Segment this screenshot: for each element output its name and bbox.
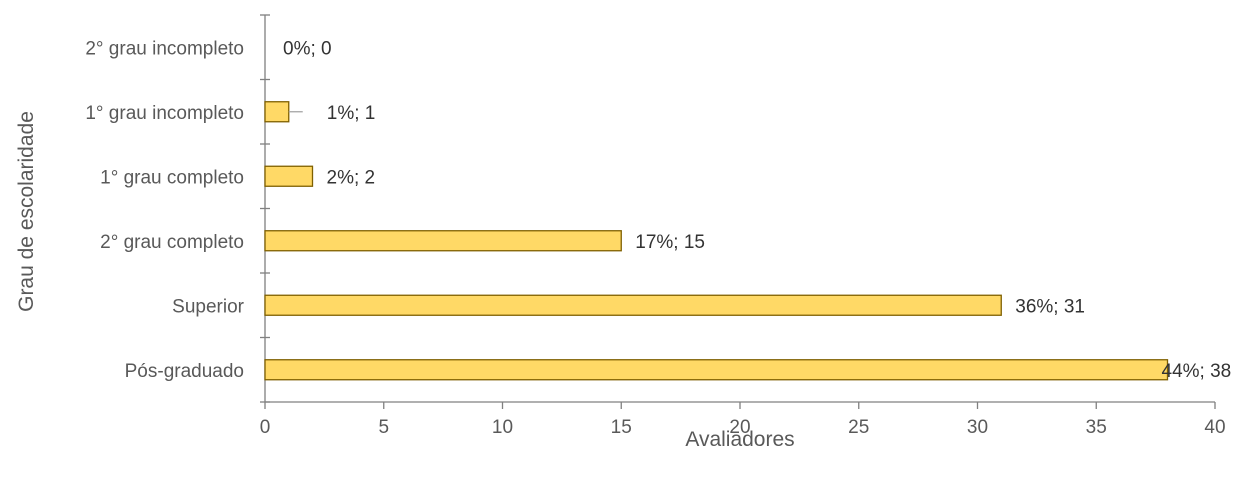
data-label: 2%; 2 [327,167,376,188]
x-tick-label: 15 [611,417,632,438]
category-label: 1° grau completo [100,167,244,188]
data-label: 0%; 0 [283,38,332,59]
bar [264,294,1002,316]
bar [264,359,1169,381]
x-tick-label: 30 [967,417,988,438]
data-label: 17%; 15 [635,232,705,253]
x-tick-label: 20 [729,417,750,438]
x-tick-label: 25 [848,417,869,438]
labels: 2° grau incompleto 0%; 0 1° grau incomplet… [85,38,1231,382]
data-label: 36%; 31 [1015,296,1085,317]
bar [264,230,622,252]
data-label: 1%; 1 [327,103,376,124]
bars [264,101,1169,381]
category-label: 2° grau incompleto [85,38,244,59]
x-tick-label: 35 [1086,417,1107,438]
category-label: Superior [172,296,244,317]
x-tick-label: 40 [1204,417,1225,438]
y-axis-title: Grau de escolaridade [15,111,38,312]
category-label: 2° grau completo [100,232,244,253]
data-label: 44%; 38 [1162,361,1232,382]
bar [264,165,314,187]
x-tick-label: 10 [492,417,513,438]
axes: 0 5 10 15 20 25 30 35 40 [260,14,1226,438]
bar [264,101,290,123]
x-axis-title: Avaliadores [685,428,794,451]
x-tick-label: 0 [260,417,271,438]
category-label: Pós-graduado [125,361,244,382]
category-label: 1° grau incompleto [85,103,244,124]
x-tick-label: 5 [378,417,389,438]
